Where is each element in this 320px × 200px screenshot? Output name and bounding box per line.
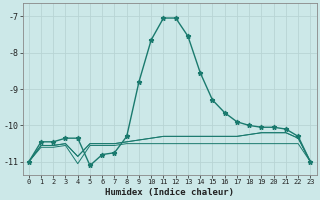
X-axis label: Humidex (Indice chaleur): Humidex (Indice chaleur) (105, 188, 234, 197)
